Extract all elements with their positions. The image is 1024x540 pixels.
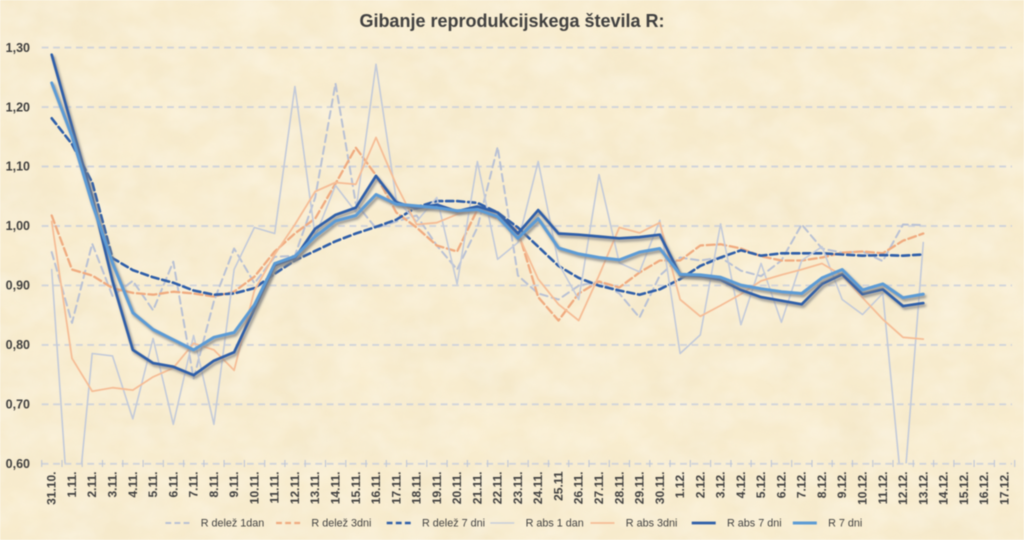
svg-text:0,80: 0,80 (6, 338, 30, 352)
svg-text:28.11.: 28.11. (612, 472, 626, 505)
svg-text:17.11.: 17.11. (389, 472, 403, 505)
svg-text:R delež 1dan: R delež 1dan (201, 518, 265, 530)
svg-text:12.12.: 12.12. (896, 472, 910, 505)
svg-text:21.11.: 21.11. (470, 472, 484, 505)
svg-text:6.11.: 6.11. (166, 472, 180, 498)
svg-text:4.11.: 4.11. (126, 472, 140, 498)
svg-text:13.12.: 13.12. (916, 472, 930, 505)
svg-text:3.12.: 3.12. (714, 472, 728, 499)
svg-text:5.11.: 5.11. (146, 472, 160, 498)
svg-text:16.11.: 16.11. (369, 472, 383, 505)
svg-text:7.12.: 7.12. (795, 472, 809, 499)
svg-text:12.11.: 12.11. (288, 472, 302, 505)
svg-text:2.12.: 2.12. (693, 472, 707, 499)
svg-text:0,70: 0,70 (6, 398, 30, 412)
svg-text:25.11: 25.11 (552, 471, 566, 501)
svg-text:18.11.: 18.11. (410, 472, 424, 505)
svg-text:26.11.: 26.11. (572, 472, 586, 505)
svg-text:30.11.: 30.11. (653, 472, 667, 505)
svg-text:1,00: 1,00 (6, 219, 30, 233)
svg-text:1,20: 1,20 (6, 100, 30, 114)
svg-text:0,90: 0,90 (6, 279, 30, 293)
svg-text:19.11.: 19.11. (430, 472, 444, 505)
svg-text:3.11.: 3.11. (106, 472, 120, 498)
svg-text:22.11.: 22.11. (491, 472, 505, 505)
svg-text:1.11.: 1.11. (65, 472, 79, 498)
svg-text:10.12.: 10.12. (856, 472, 870, 505)
svg-text:5.12.: 5.12. (754, 472, 768, 499)
svg-text:13.11.: 13.11. (308, 472, 322, 505)
svg-text:R delež 7 dni: R delež 7 dni (422, 518, 485, 530)
svg-text:R delež 3dni: R delež 3dni (311, 518, 371, 530)
svg-text:11.11.: 11.11. (268, 472, 282, 504)
svg-text:R abs 3dni: R abs 3dni (626, 518, 678, 530)
svg-text:2.11.: 2.11. (85, 472, 99, 498)
svg-text:17.12.: 17.12. (997, 472, 1011, 505)
svg-text:29.11.: 29.11. (633, 472, 647, 505)
svg-text:23.11.: 23.11. (511, 472, 525, 505)
svg-text:R 7 dni: R 7 dni (828, 518, 862, 530)
svg-text:16.12.: 16.12. (977, 472, 991, 505)
svg-text:Gibanje reprodukcijskega števi: Gibanje reprodukcijskega števila R: (359, 11, 664, 31)
svg-text:8.11.: 8.11. (207, 472, 221, 498)
svg-text:R abs 7 dni: R abs 7 dni (727, 518, 782, 530)
svg-text:7.11.: 7.11. (187, 472, 201, 498)
svg-text:14.12.: 14.12. (937, 472, 951, 505)
svg-text:1.12.: 1.12. (673, 472, 687, 499)
svg-text:1,30: 1,30 (6, 41, 30, 55)
svg-text:9.11.: 9.11. (227, 472, 241, 498)
svg-text:R abs 1 dan: R abs 1 dan (526, 518, 584, 530)
svg-text:8.12.: 8.12. (815, 472, 829, 499)
svg-text:24.11.: 24.11. (531, 472, 545, 505)
svg-text:6.12.: 6.12. (774, 472, 788, 499)
svg-text:9.12.: 9.12. (835, 472, 849, 499)
svg-text:10.11.: 10.11. (247, 472, 261, 505)
svg-text:20.11.: 20.11. (450, 472, 464, 505)
svg-text:15.11.: 15.11. (349, 472, 363, 505)
svg-text:11.12.: 11.12. (876, 472, 890, 505)
svg-text:15.12.: 15.12. (957, 472, 971, 505)
svg-text:1,10: 1,10 (6, 160, 30, 174)
svg-text:14.11.: 14.11. (329, 472, 343, 505)
svg-text:4.12.: 4.12. (734, 472, 748, 499)
svg-text:0,60: 0,60 (6, 457, 30, 471)
svg-text:31.10.: 31.10. (45, 472, 59, 505)
svg-text:27.11.: 27.11. (592, 472, 606, 505)
